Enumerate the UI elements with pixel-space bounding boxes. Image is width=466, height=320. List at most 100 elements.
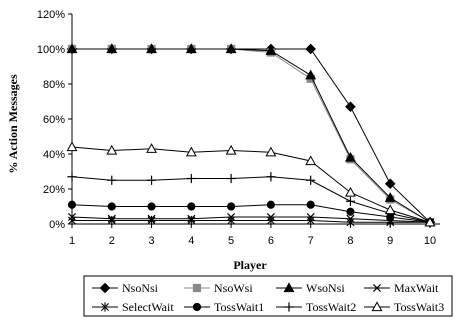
series-layer xyxy=(66,43,436,228)
legend-marker-selectwait xyxy=(101,302,109,312)
legend-item-nsonsi: NsoNsi xyxy=(92,281,159,295)
data-point-tosswait3 xyxy=(424,216,436,227)
data-point-tosswait2 xyxy=(107,175,117,185)
legend-marker-maxwait-stroke xyxy=(372,283,382,293)
x-tick-label: 1 xyxy=(69,235,75,247)
data-point-tosswait2 xyxy=(146,175,157,185)
series-line-tosswait1 xyxy=(71,204,431,223)
series-line-nsonsi xyxy=(72,48,431,223)
data-point-tosswait1 xyxy=(147,202,156,211)
data-point-selectwait xyxy=(266,215,275,226)
series-nsonsi xyxy=(66,43,436,228)
axes: 0% 20% 40% 60% 80% 100% 120% 1 2 3 4 5 6 7 8 9 10 xyxy=(37,9,440,247)
legend-item-wsonsi: WsoNsi xyxy=(276,281,345,295)
data-point-tosswait2 xyxy=(266,172,276,182)
data-point-nsonsi xyxy=(305,43,316,55)
data-point-selectwait xyxy=(147,215,156,226)
series-wsonsi xyxy=(66,43,436,227)
legend-item-maxwait: MaxWait xyxy=(364,281,439,295)
data-point-tosswait2 xyxy=(186,173,196,184)
legend-label-tosswait3: TossWait3 xyxy=(394,300,444,314)
legend-marker-maxwait xyxy=(372,283,382,293)
legend-label-maxwait: MaxWait xyxy=(394,281,439,295)
y-tick-label: 80% xyxy=(43,79,65,91)
data-point-selectwait xyxy=(306,215,315,226)
data-point-tosswait3 xyxy=(146,143,158,153)
series-line-tosswait2 xyxy=(71,176,431,223)
y-tick-label: 20% xyxy=(43,184,65,196)
legend-item-nsowsi: NsoWsi xyxy=(184,281,253,295)
data-point-wsonsi xyxy=(146,43,158,54)
data-point-tosswait2 xyxy=(67,172,77,182)
data-point-tosswait3 xyxy=(106,144,118,155)
legend-item-tosswait1: TossWait1 xyxy=(184,300,264,314)
x-tick-label: 10 xyxy=(424,235,436,247)
series-line-selectwait xyxy=(72,220,430,223)
legend-label-tosswait2: TossWait2 xyxy=(306,300,356,314)
x-tick-label: 3 xyxy=(148,235,154,247)
data-point-tosswait1 xyxy=(346,207,355,216)
legend-label-nsonsi: NsoNsi xyxy=(122,281,159,295)
data-point-wsonsi xyxy=(265,45,277,55)
data-point-selectwait xyxy=(68,215,76,226)
x-tick-label: 2 xyxy=(109,235,115,247)
data-point-tosswait1 xyxy=(266,200,275,209)
data-point-tosswait3 xyxy=(265,146,277,157)
data-point-nsonsi xyxy=(384,178,396,190)
data-point-wsonsi xyxy=(305,69,317,80)
y-tick-label: 40% xyxy=(43,149,65,161)
data-point-nsonsi xyxy=(345,101,356,113)
data-point-tosswait1 xyxy=(227,202,236,211)
series-line-nsowsi xyxy=(72,48,431,223)
data-point-wsonsi xyxy=(106,43,118,54)
x-tick-label: 7 xyxy=(308,235,314,247)
y-tick-label: 0% xyxy=(49,219,65,231)
data-point-wsonsi xyxy=(225,43,237,54)
legend-label-wsonsi: WsoNsi xyxy=(306,281,345,295)
legend-item-tosswait3: TossWait3 xyxy=(364,300,444,314)
data-point-tosswait3 xyxy=(344,186,356,197)
data-point-tosswait3 xyxy=(225,144,237,155)
legend-label-nsowsi: NsoWsi xyxy=(214,281,253,295)
data-point-selectwait xyxy=(346,217,355,227)
legend-marker-nsowsi xyxy=(192,283,202,293)
data-point-selectwait xyxy=(227,215,236,226)
data-point-wsonsi xyxy=(185,43,197,54)
legend-marker-nsonsi xyxy=(99,282,111,294)
data-point-tosswait2 xyxy=(226,173,236,184)
data-point-wsonsi xyxy=(66,43,78,54)
data-point-wsonsi xyxy=(344,151,356,162)
x-tick-label: 4 xyxy=(188,235,194,247)
data-point-tosswait3 xyxy=(305,155,317,166)
series-selectwait xyxy=(68,215,434,227)
x-tick-label: 9 xyxy=(387,235,393,247)
data-point-tosswait1 xyxy=(107,202,116,211)
legend-item-tosswait2: TossWait2 xyxy=(276,300,356,314)
data-point-selectwait xyxy=(107,215,116,226)
series-tosswait1 xyxy=(67,200,435,227)
y-tick-label: 120% xyxy=(37,9,65,21)
legend-marker-tosswait3 xyxy=(371,301,383,312)
series-line-tosswait3 xyxy=(71,146,431,223)
legend-box xyxy=(83,275,453,317)
x-axis-title: Player xyxy=(233,258,267,272)
series-line-wsonsi xyxy=(72,48,431,223)
data-point-tosswait3 xyxy=(185,146,197,157)
data-point-tosswait2 xyxy=(345,196,356,206)
series-nsowsi xyxy=(67,44,435,227)
data-point-tosswait2 xyxy=(306,175,316,185)
series-line-maxwait xyxy=(71,216,431,223)
data-point-tosswait1 xyxy=(187,202,196,211)
x-tick-label: 8 xyxy=(347,235,353,247)
y-axis-title: % Action Messages xyxy=(6,74,20,174)
series-tosswait3 xyxy=(66,141,436,227)
legend: NsoNsi NsoWsi WsoNsi MaxWait SelectWait TossW… xyxy=(83,275,453,317)
data-point-tosswait1 xyxy=(67,200,77,209)
x-tick-label: 6 xyxy=(268,235,274,247)
data-point-tosswait3 xyxy=(384,204,396,215)
data-point-wsonsi xyxy=(384,192,396,202)
x-tick-label: 5 xyxy=(228,235,234,247)
y-tick-label: 60% xyxy=(43,114,65,126)
